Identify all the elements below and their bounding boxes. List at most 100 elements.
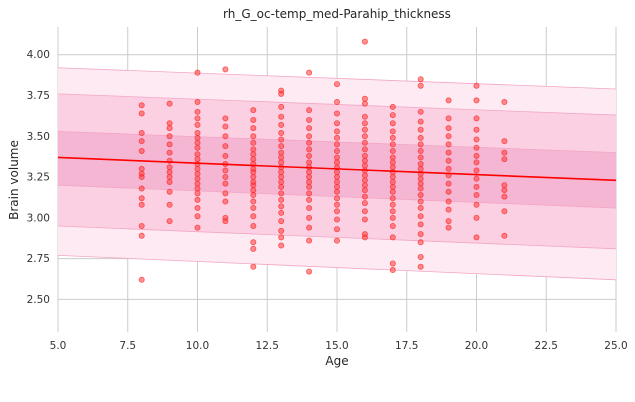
data-point [501, 208, 508, 215]
data-point [138, 232, 145, 239]
data-point [222, 190, 229, 197]
x-tick-label: 7.5 [119, 340, 136, 352]
data-point [445, 165, 452, 172]
data-point [306, 152, 313, 159]
data-point [501, 156, 508, 163]
data-point [306, 183, 313, 190]
data-point [389, 201, 396, 208]
data-point [166, 169, 173, 176]
data-point [445, 97, 452, 104]
data-point [138, 110, 145, 117]
data-point [250, 182, 257, 189]
data-point [306, 237, 313, 244]
data-point [306, 69, 313, 76]
data-point [222, 174, 229, 181]
data-point [361, 200, 368, 207]
data-point [417, 165, 424, 172]
data-point [361, 187, 368, 194]
data-point [194, 130, 201, 137]
band-outer-upper-edge [58, 67, 616, 90]
data-point [278, 143, 285, 150]
data-point [417, 108, 424, 115]
data-point [250, 151, 257, 158]
data-point [501, 138, 508, 145]
data-point [445, 115, 452, 122]
data-point [306, 133, 313, 140]
data-point [417, 154, 424, 161]
data-point [250, 139, 257, 146]
data-point [333, 141, 340, 148]
data-point [445, 157, 452, 164]
band-outer-lower-edge [58, 254, 616, 281]
data-point [278, 190, 285, 197]
data-point [194, 224, 201, 231]
data-point [389, 147, 396, 154]
data-point [306, 125, 313, 132]
data-point [389, 120, 396, 127]
data-point [278, 183, 285, 190]
data-point [166, 178, 173, 185]
data-point [417, 253, 424, 260]
data-point [473, 167, 480, 174]
data-point [194, 139, 201, 146]
data-point [333, 134, 340, 141]
data-point [473, 183, 480, 190]
data-point [361, 100, 368, 107]
data-point [194, 185, 201, 192]
data-point [445, 218, 452, 225]
data-point [417, 239, 424, 246]
data-point [278, 149, 285, 156]
data-point [250, 125, 257, 132]
data-point [250, 174, 257, 181]
data-point [417, 191, 424, 198]
data-point [501, 149, 508, 156]
data-point [138, 222, 145, 229]
data-point [361, 152, 368, 159]
data-point [278, 234, 285, 241]
data-point [138, 174, 145, 181]
data-point [389, 134, 396, 141]
data-point [138, 195, 145, 202]
data-point [445, 188, 452, 195]
data-point [417, 76, 424, 83]
data-point [417, 134, 424, 141]
data-point [501, 182, 508, 189]
data-point [306, 146, 313, 153]
data-point [166, 141, 173, 148]
data-point [473, 144, 480, 151]
y-tick-label: 3.75 [27, 90, 50, 102]
data-point [361, 177, 368, 184]
data-point [278, 209, 285, 216]
data-point [361, 234, 368, 241]
data-point [361, 113, 368, 120]
data-point [333, 208, 340, 215]
data-point [194, 196, 201, 203]
data-point [361, 157, 368, 164]
data-point [389, 188, 396, 195]
y-tick-label: 3.25 [27, 172, 50, 184]
data-point [222, 133, 229, 140]
data-point [361, 146, 368, 153]
data-point [389, 267, 396, 274]
data-point [306, 139, 313, 146]
data-point [361, 162, 368, 169]
data-point [250, 133, 257, 140]
data-point [278, 227, 285, 234]
data-point [138, 185, 145, 192]
x-tick-label: 15.0 [325, 340, 348, 352]
data-point [222, 198, 229, 205]
data-point [138, 201, 145, 208]
data-point [333, 128, 340, 135]
data-point [278, 174, 285, 181]
data-point [278, 159, 285, 166]
data-point [194, 213, 201, 220]
data-point [333, 188, 340, 195]
data-point [194, 144, 201, 151]
chart-title: rh_G_oc-temp_med-Parahip_thickness [223, 7, 451, 21]
data-point [333, 174, 340, 181]
data-point [166, 174, 173, 181]
data-point [250, 205, 257, 212]
data-point [473, 191, 480, 198]
data-point [278, 218, 285, 225]
y-tick-label: 2.50 [27, 294, 50, 306]
